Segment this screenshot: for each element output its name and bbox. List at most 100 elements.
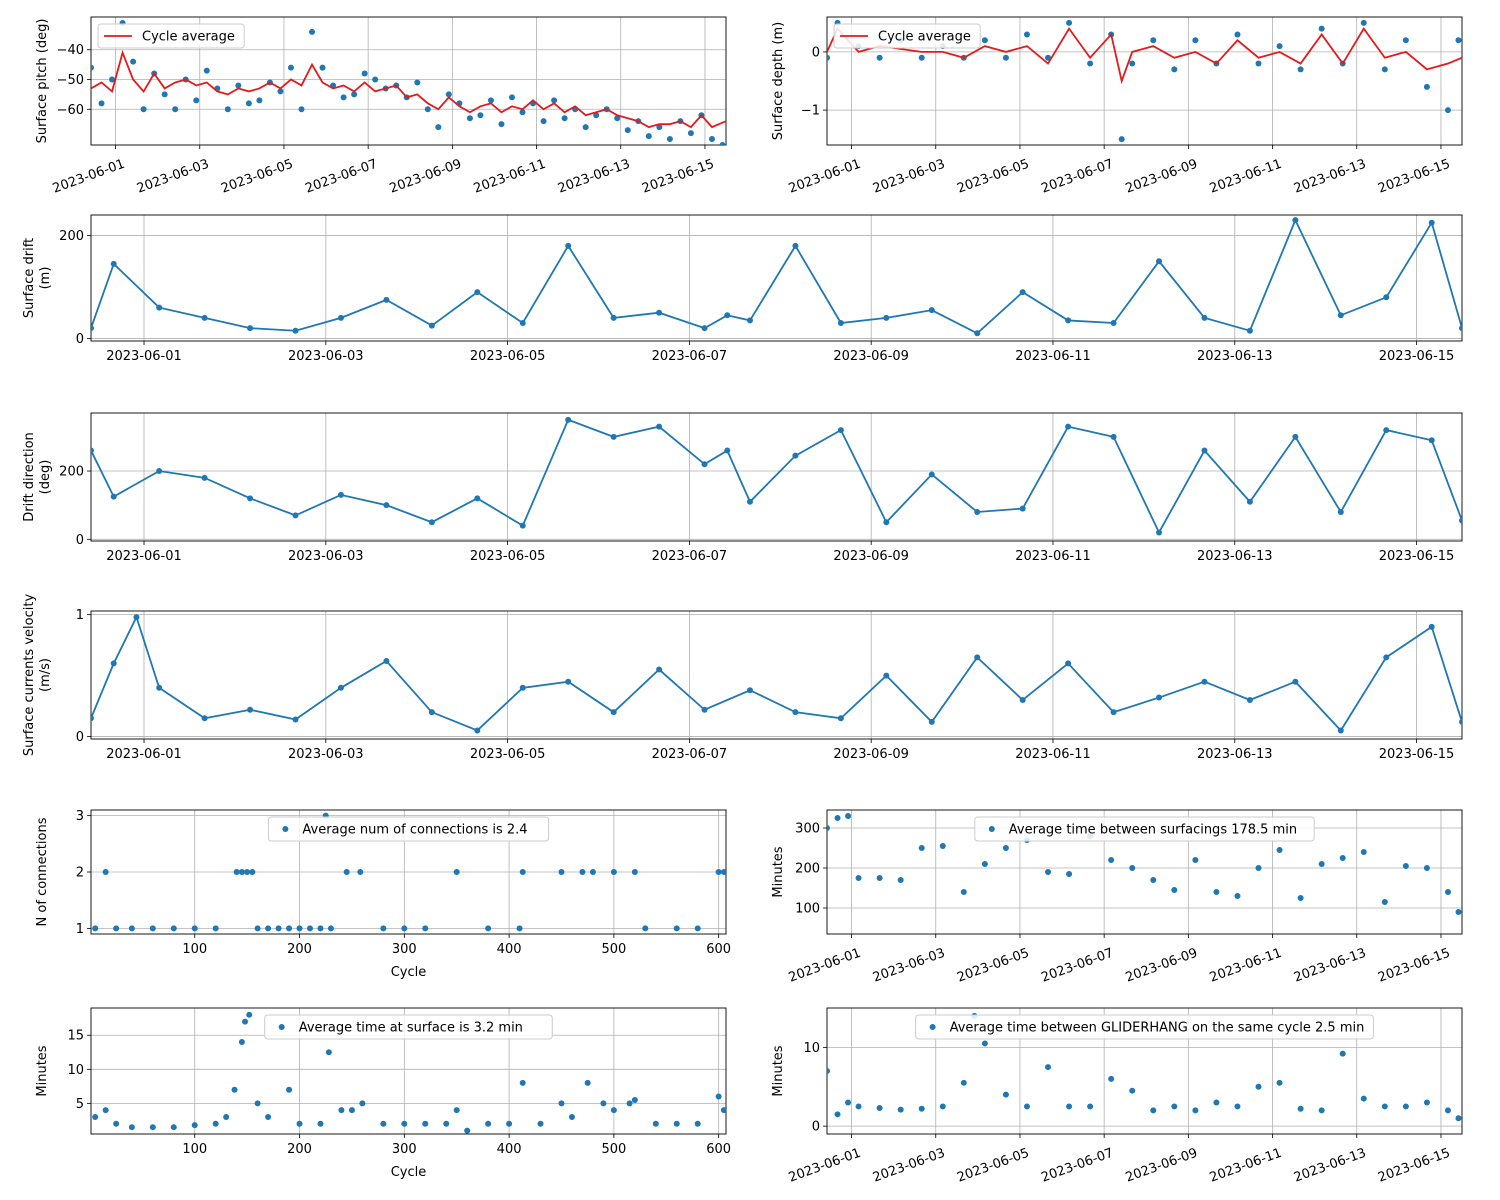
x-tick-label: 2023-06-03 — [288, 549, 364, 564]
data-point — [1246, 696, 1253, 703]
x-tick-label: 300 — [392, 1142, 417, 1157]
data-point — [1276, 1079, 1283, 1086]
data-point — [265, 925, 272, 932]
data-point — [883, 314, 890, 321]
data-point — [1192, 37, 1199, 44]
data-point — [506, 1120, 513, 1127]
data-point — [1423, 865, 1430, 871]
x-tick-label: 2023-06-09 — [1124, 946, 1200, 986]
data-point — [383, 657, 390, 664]
data-point — [981, 861, 988, 867]
data-point — [1129, 1087, 1136, 1094]
data-point — [827, 1068, 830, 1074]
x-tick-label: 400 — [497, 942, 522, 957]
data-point — [474, 727, 481, 734]
data-point — [464, 1127, 471, 1134]
chart-panel-4: 0 200 2023-06-01 2023-06-03 2023-06-05 2023-0… — [22, 412, 1463, 564]
data-point — [1428, 219, 1435, 226]
data-point — [1292, 433, 1299, 440]
data-point — [1360, 19, 1367, 26]
series-line — [91, 217, 1462, 335]
data-point — [487, 97, 494, 104]
data-point — [600, 1100, 607, 1107]
x-tick-label: 2023-06-15 — [1379, 747, 1455, 762]
data-point — [652, 1120, 659, 1127]
x-tick-label: 2023-06-11 — [1208, 157, 1284, 197]
data-point — [701, 706, 708, 713]
data-point — [1129, 865, 1136, 871]
x-tick-label: 2023-06-07 — [652, 747, 728, 762]
data-point — [540, 118, 547, 125]
legend-label: Average time at surface is 3.2 min — [299, 1021, 523, 1036]
data-point — [519, 320, 526, 326]
data-point — [485, 925, 492, 932]
data-point — [656, 309, 663, 316]
x-tick-label: 500 — [601, 1142, 626, 1157]
data-point — [245, 100, 252, 107]
x-tick-label: 2023-06-01 — [106, 349, 182, 364]
x-tick-label: 2023-06-07 — [652, 349, 728, 364]
x-tick-label: 500 — [601, 942, 626, 957]
data-point — [338, 1107, 345, 1114]
x-tick-label: 2023-06-15 — [1379, 549, 1455, 564]
y-axis-label: Minutes — [771, 846, 786, 897]
data-point — [876, 1105, 883, 1112]
axes-frame — [826, 809, 1463, 935]
data-point — [172, 106, 179, 113]
x-tick-label: 200 — [287, 1142, 312, 1157]
x-tick-label: 2023-06-09 — [833, 549, 909, 564]
y-tick-label: 300 — [795, 822, 820, 837]
data-point — [558, 869, 565, 875]
data-point — [317, 925, 324, 932]
data-point — [357, 869, 364, 875]
data-point — [1428, 623, 1435, 630]
data-point — [109, 76, 116, 83]
data-point — [918, 1105, 925, 1112]
data-point — [383, 502, 390, 509]
data-point — [694, 1120, 701, 1127]
data-point — [445, 91, 452, 98]
data-point — [960, 1079, 967, 1086]
data-point — [579, 869, 586, 875]
data-point — [254, 925, 261, 932]
x-tick-label: 2023-06-05 — [955, 1146, 1031, 1186]
x-tick-label: 2023-06-03 — [871, 157, 947, 197]
data-point — [1423, 1099, 1430, 1106]
data-point — [1171, 887, 1178, 893]
data-point — [883, 519, 890, 526]
x-tick-label: 200 — [287, 942, 312, 957]
data-point — [102, 869, 109, 875]
data-point — [746, 687, 753, 694]
x-tick-label: 2023-06-01 — [51, 157, 127, 197]
data-point — [1201, 314, 1208, 321]
axes-frame — [90, 610, 1463, 740]
data-point — [1201, 678, 1208, 685]
axes-frame — [90, 412, 1463, 542]
data-point — [191, 1122, 198, 1129]
x-tick-label: 2023-06-07 — [1039, 1146, 1115, 1186]
data-point — [286, 1086, 293, 1093]
data-point — [565, 678, 572, 685]
x-tick-label: 2023-06-07 — [303, 157, 379, 197]
data-point — [238, 869, 245, 875]
data-point — [1066, 1103, 1073, 1110]
data-point — [1156, 258, 1163, 265]
data-point — [233, 869, 240, 875]
data-point — [1381, 66, 1388, 73]
x-tick-label: 2023-06-05 — [955, 157, 1031, 197]
legend-label: Cycle average — [142, 30, 235, 45]
data-point — [673, 1120, 680, 1127]
data-point — [1066, 19, 1073, 26]
data-point — [170, 1124, 177, 1131]
data-point — [565, 242, 572, 249]
data-point — [317, 1120, 324, 1127]
data-point — [610, 314, 617, 321]
data-point — [1318, 25, 1325, 32]
data-point — [928, 718, 935, 725]
data-point — [1428, 437, 1435, 444]
x-tick-label: 2023-06-15 — [1379, 349, 1455, 364]
data-point — [428, 322, 435, 329]
x-tick-label: 2023-06-13 — [1292, 946, 1368, 986]
data-point — [498, 121, 505, 128]
